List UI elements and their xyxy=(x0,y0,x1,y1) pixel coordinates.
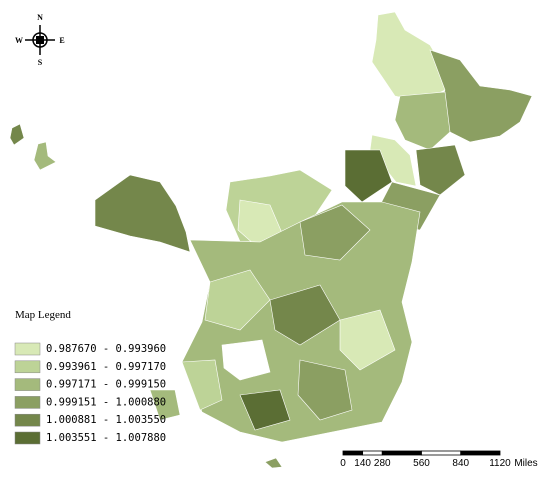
scale-segment xyxy=(460,450,501,456)
scale-segment xyxy=(381,450,422,456)
legend-swatch xyxy=(14,413,41,427)
region xyxy=(221,339,271,381)
region xyxy=(149,389,181,421)
scale-label: 280 xyxy=(374,458,391,469)
region xyxy=(9,123,25,146)
legend: 0.987670 - 0.993960 0.993961 - 0.997170 0.… xyxy=(14,342,166,445)
legend-label: 0.987670 - 0.993960 xyxy=(46,343,166,355)
region xyxy=(339,309,396,371)
scale-segment xyxy=(421,450,462,456)
scale-unit: Miles xyxy=(514,458,537,469)
legend-swatch xyxy=(14,378,41,391)
compass-ring xyxy=(32,32,48,48)
region xyxy=(264,457,283,469)
region xyxy=(94,174,191,253)
region xyxy=(344,149,393,203)
legend-swatch xyxy=(14,342,41,356)
region xyxy=(239,389,291,431)
scale-bar: 0 140 280 560 840 1120 Miles xyxy=(340,450,538,469)
map-regions xyxy=(9,11,533,469)
legend-swatch xyxy=(14,431,41,445)
legend-label: 0.993961 - 0.997170 xyxy=(46,361,166,373)
legend-label: 1.003551 - 1.007880 xyxy=(46,432,166,444)
scale-label: 140 xyxy=(354,458,371,469)
legend-swatch xyxy=(14,360,41,374)
legend-swatch xyxy=(14,396,41,409)
compass-south: S xyxy=(38,58,43,67)
compass-east: E xyxy=(59,36,64,45)
legend-label: 1.000881 - 1.003550 xyxy=(46,414,166,426)
compass-center xyxy=(36,36,44,44)
legend-title: Map Legend xyxy=(15,309,71,321)
scale-label: 840 xyxy=(452,458,469,469)
compass-north: N xyxy=(37,13,43,22)
scale-segment xyxy=(342,450,364,456)
legend-label: 0.999151 - 1.000880 xyxy=(46,396,166,408)
region xyxy=(394,91,451,151)
region xyxy=(181,359,223,411)
region xyxy=(297,359,353,421)
scale-label: 1120 xyxy=(489,458,511,469)
scale-segment xyxy=(362,450,383,456)
region xyxy=(204,269,271,331)
region xyxy=(299,204,371,261)
scale-label: 0 xyxy=(340,458,346,469)
compass: N S W E xyxy=(15,13,65,67)
region xyxy=(269,284,341,346)
region xyxy=(415,144,466,196)
compass-west: W xyxy=(15,36,23,45)
region xyxy=(33,141,57,171)
scale-label: 560 xyxy=(413,458,430,469)
legend-label: 0.997171 - 0.999150 xyxy=(46,379,166,391)
